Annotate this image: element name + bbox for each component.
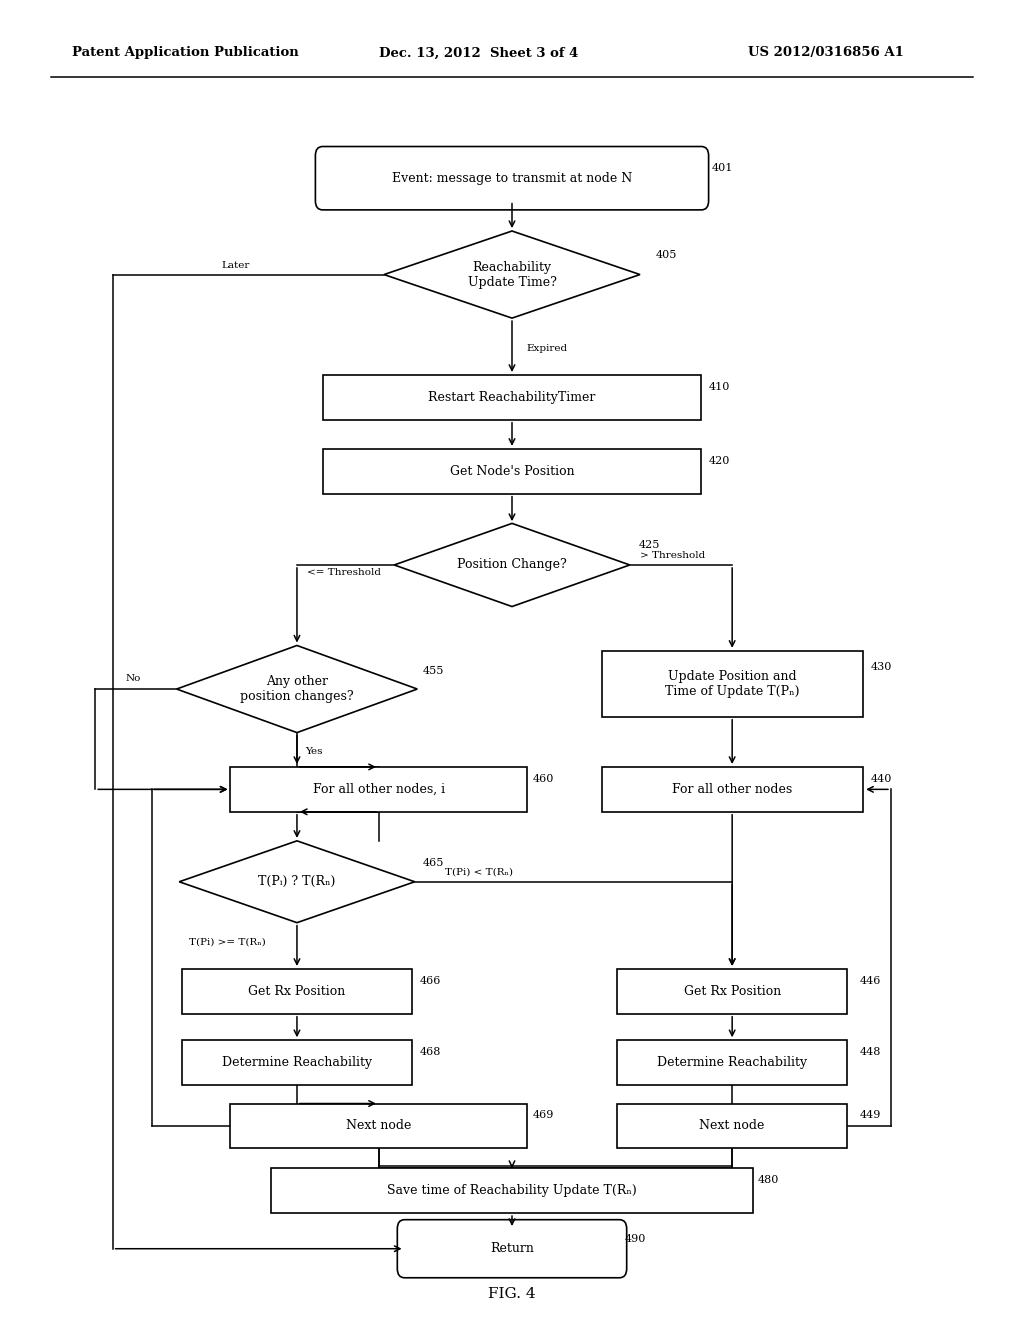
Text: T(Pᵢ) ? T(Rₙ): T(Pᵢ) ? T(Rₙ) <box>258 875 336 888</box>
Text: 480: 480 <box>758 1175 779 1185</box>
Text: US 2012/0316856 A1: US 2012/0316856 A1 <box>748 46 903 59</box>
Text: 460: 460 <box>532 774 554 784</box>
Text: Get Node's Position: Get Node's Position <box>450 465 574 478</box>
Bar <box>601 767 862 812</box>
Polygon shape <box>394 523 630 607</box>
Text: Save time of Reachability Update T(Rₙ): Save time of Reachability Update T(Rₙ) <box>387 1184 637 1197</box>
Text: Determine Reachability: Determine Reachability <box>657 1056 807 1069</box>
Bar <box>616 969 847 1014</box>
Text: 420: 420 <box>709 455 730 466</box>
Text: 469: 469 <box>532 1110 554 1121</box>
Text: No: No <box>125 675 141 682</box>
Text: FIG. 4: FIG. 4 <box>488 1287 536 1300</box>
Text: Later: Later <box>221 261 250 269</box>
Text: Expired: Expired <box>526 345 567 352</box>
Text: > Threshold: > Threshold <box>640 552 706 560</box>
Text: 446: 446 <box>860 975 882 986</box>
Text: 448: 448 <box>860 1047 882 1057</box>
Bar <box>182 969 412 1014</box>
Bar <box>601 651 862 717</box>
FancyBboxPatch shape <box>397 1220 627 1278</box>
Text: Get Rx Position: Get Rx Position <box>249 985 345 998</box>
Text: 465: 465 <box>423 858 444 869</box>
Text: T(Pi) >= T(Rₙ): T(Pi) >= T(Rₙ) <box>189 939 266 946</box>
Text: Yes: Yes <box>305 747 323 755</box>
Text: 410: 410 <box>709 381 730 392</box>
Bar <box>616 1040 847 1085</box>
Bar <box>616 1104 847 1148</box>
Text: 449: 449 <box>860 1110 882 1121</box>
Text: 405: 405 <box>655 249 677 260</box>
Bar <box>230 767 527 812</box>
Text: 425: 425 <box>639 540 660 550</box>
Text: 430: 430 <box>870 661 892 672</box>
Text: Dec. 13, 2012  Sheet 3 of 4: Dec. 13, 2012 Sheet 3 of 4 <box>379 46 579 59</box>
Text: Event: message to transmit at node N: Event: message to transmit at node N <box>392 172 632 185</box>
Text: 401: 401 <box>712 162 733 173</box>
Bar <box>323 449 701 494</box>
Text: 490: 490 <box>625 1234 646 1245</box>
Bar <box>323 375 701 420</box>
Text: Next node: Next node <box>346 1119 412 1133</box>
Text: Any other
position changes?: Any other position changes? <box>241 675 353 704</box>
Bar <box>182 1040 412 1085</box>
Polygon shape <box>176 645 418 733</box>
Text: 468: 468 <box>420 1047 441 1057</box>
Text: Update Position and
Time of Update T(Pₙ): Update Position and Time of Update T(Pₙ) <box>665 669 800 698</box>
Text: Determine Reachability: Determine Reachability <box>222 1056 372 1069</box>
Text: Restart ReachabilityTimer: Restart ReachabilityTimer <box>428 391 596 404</box>
Text: Patent Application Publication: Patent Application Publication <box>72 46 298 59</box>
Text: 455: 455 <box>423 665 444 676</box>
Text: Next node: Next node <box>699 1119 765 1133</box>
Polygon shape <box>384 231 640 318</box>
Text: For all other nodes, i: For all other nodes, i <box>312 783 445 796</box>
Text: For all other nodes: For all other nodes <box>672 783 793 796</box>
Polygon shape <box>179 841 415 923</box>
Text: <= Threshold: <= Threshold <box>307 568 381 577</box>
Bar <box>271 1168 753 1213</box>
Text: Return: Return <box>490 1242 534 1255</box>
Text: 440: 440 <box>870 774 892 784</box>
Bar <box>230 1104 527 1148</box>
Text: 466: 466 <box>420 975 441 986</box>
Text: Position Change?: Position Change? <box>457 558 567 572</box>
FancyBboxPatch shape <box>315 147 709 210</box>
Text: Reachability
Update Time?: Reachability Update Time? <box>468 260 556 289</box>
Text: Get Rx Position: Get Rx Position <box>684 985 780 998</box>
Text: T(Pi) < T(Rₙ): T(Pi) < T(Rₙ) <box>445 869 513 876</box>
